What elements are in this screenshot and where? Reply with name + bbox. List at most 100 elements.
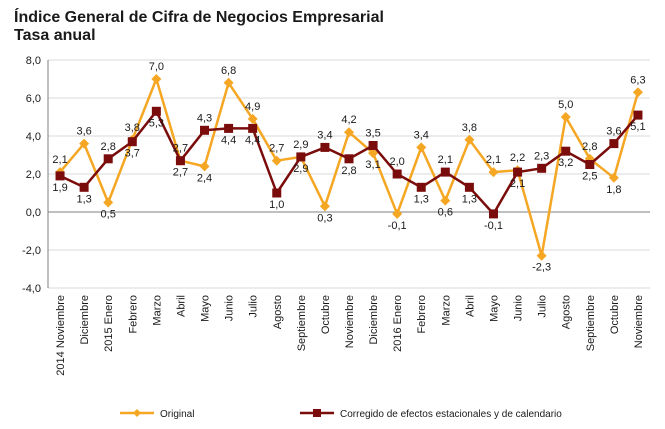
data-label: 3,8 [462, 122, 477, 134]
data-label: 0,6 [438, 207, 453, 219]
data-label: 1,9 [52, 182, 67, 194]
x-tick-label: Junio [513, 295, 525, 321]
data-point-original [344, 127, 354, 138]
data-label: 5,3 [149, 117, 164, 129]
data-point-corregido [633, 110, 643, 120]
x-tick-label: Febrero [127, 295, 139, 334]
x-tick-label: 2015 Enero [103, 295, 115, 352]
legend-marker [313, 409, 321, 417]
x-tick-label: Diciembre [79, 295, 91, 345]
x-tick-label: Julio [248, 295, 260, 318]
data-point-original [608, 172, 619, 183]
data-label: 5,1 [630, 121, 645, 133]
x-tick-label: Mayo [488, 295, 500, 322]
data-label: 2,7 [173, 143, 188, 155]
y-tick-label: 6,0 [26, 93, 41, 105]
data-point-corregido [464, 182, 474, 192]
data-label: 6,3 [630, 74, 645, 86]
y-tick-label: 4,0 [26, 131, 41, 143]
data-point-original [103, 197, 114, 208]
data-point-original [392, 208, 403, 219]
chart-subtitle: Tasa anual [14, 27, 96, 44]
x-tick-label: Abril [175, 295, 187, 317]
data-point-original [79, 138, 90, 149]
data-point-original [223, 77, 234, 88]
data-point-original [488, 167, 499, 178]
data-point-corregido [151, 106, 161, 116]
data-label: 2,9 [293, 163, 308, 175]
data-label: 3,5 [365, 128, 380, 140]
data-point-corregido [392, 169, 402, 179]
y-tick-label: -2,0 [22, 245, 41, 257]
data-label: 4,3 [197, 112, 212, 124]
x-tick-label: Febrero [416, 295, 428, 334]
data-label: 2,1 [486, 154, 501, 166]
data-label: 2,7 [269, 143, 284, 155]
data-point-corregido [224, 123, 234, 133]
data-label: 3,4 [317, 129, 332, 141]
x-tick-label: Noviembre [344, 295, 356, 348]
data-label: 3,6 [76, 126, 91, 138]
x-tick-label: Septiembre [585, 295, 597, 351]
data-point-original [247, 113, 258, 124]
y-tick-label: 0,0 [26, 207, 41, 219]
data-point-corregido [344, 154, 354, 164]
data-point-original [536, 250, 547, 261]
data-point-original [464, 134, 475, 145]
data-label: 2,5 [582, 171, 597, 183]
data-label: 1,8 [606, 184, 621, 196]
data-point-original [199, 161, 210, 172]
x-tick-label: Agosto [272, 295, 284, 329]
data-label: 7,0 [149, 61, 164, 73]
data-label: 2,8 [582, 141, 597, 153]
data-point-corregido [248, 123, 258, 133]
data-point-corregido [272, 188, 282, 198]
x-tick-label: Diciembre [368, 295, 380, 345]
data-point-original [632, 87, 643, 98]
data-point-original [416, 142, 427, 153]
data-label: 6,8 [221, 65, 236, 77]
data-label: 4,4 [245, 134, 260, 146]
data-label: 1,3 [462, 193, 477, 205]
data-label: 0,3 [317, 212, 332, 224]
data-point-original [560, 112, 571, 122]
data-point-corregido [585, 160, 595, 169]
data-point-corregido [296, 152, 306, 162]
data-label: 2,8 [341, 165, 356, 177]
y-tick-label: 2,0 [26, 169, 41, 181]
data-point-corregido [416, 182, 426, 192]
y-tick-label: -4,0 [22, 283, 41, 295]
data-label: 2,9 [293, 139, 308, 151]
y-tick-label: 8,0 [26, 55, 41, 67]
data-point-corregido [55, 171, 65, 181]
data-point-corregido [368, 141, 378, 150]
data-point-corregido [175, 156, 185, 166]
data-label: 2,2 [510, 152, 525, 164]
x-tick-label: Marzo [151, 295, 163, 326]
data-point-corregido [103, 154, 113, 164]
data-point-corregido [440, 167, 450, 177]
x-tick-label: 2014 Noviembre [55, 295, 67, 376]
data-point-original [368, 148, 379, 159]
data-label: 5,0 [558, 99, 573, 111]
data-label: 1,3 [76, 193, 91, 205]
legend-marker [133, 409, 141, 417]
data-label: 2,7 [173, 167, 188, 179]
x-tick-label: 2016 Enero [392, 295, 404, 352]
data-point-corregido [127, 137, 137, 147]
data-point-corregido [609, 139, 619, 149]
legend-label: Original [160, 409, 194, 420]
data-label: -0,1 [388, 220, 407, 232]
x-tick-label: Octubre [609, 295, 621, 334]
data-label: 3,4 [414, 129, 429, 141]
data-point-corregido [513, 167, 523, 177]
data-label: 4,4 [221, 134, 236, 146]
data-point-original [271, 155, 282, 166]
x-tick-label: Septiembre [296, 295, 308, 351]
data-label: 3,2 [558, 157, 573, 169]
data-point-corregido [537, 163, 547, 173]
x-tick-label: Agosto [561, 295, 573, 329]
data-label: 2,1 [438, 154, 453, 166]
data-label: 2,1 [510, 178, 525, 190]
